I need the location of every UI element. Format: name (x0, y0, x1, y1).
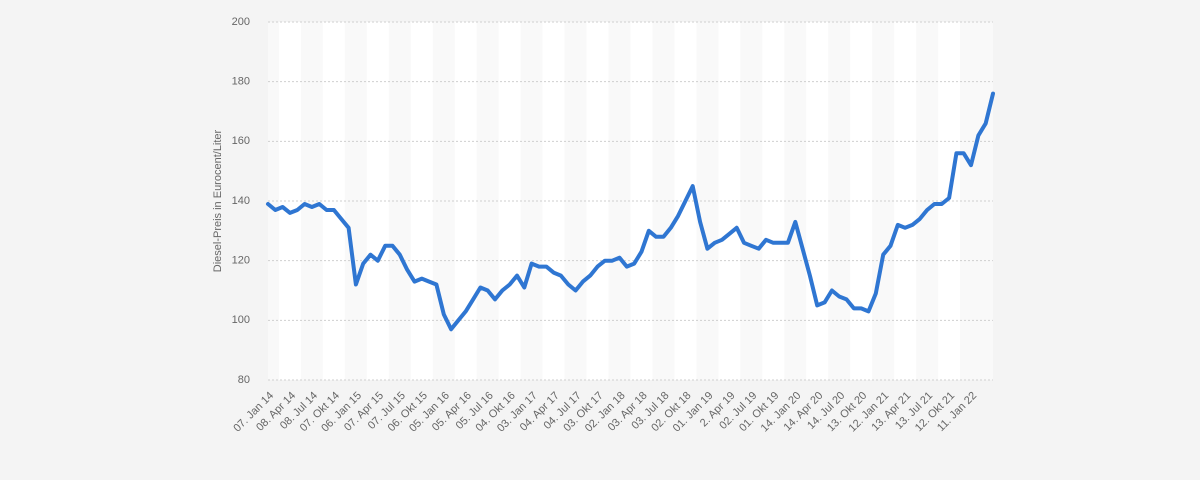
data-line (266, 91, 995, 332)
y-tick-label: 100 (232, 314, 250, 326)
y-tick-label: 160 (232, 135, 250, 147)
y-tick-label: 180 (232, 76, 250, 88)
y-tick-label: 200 (232, 16, 250, 28)
y-tick-label: 80 (238, 374, 250, 386)
y-tick-label: 140 (232, 195, 250, 207)
y-tick-label: 120 (232, 255, 250, 267)
y-axis-label: Diesel-Preis in Eurocent/Liter (212, 129, 224, 272)
